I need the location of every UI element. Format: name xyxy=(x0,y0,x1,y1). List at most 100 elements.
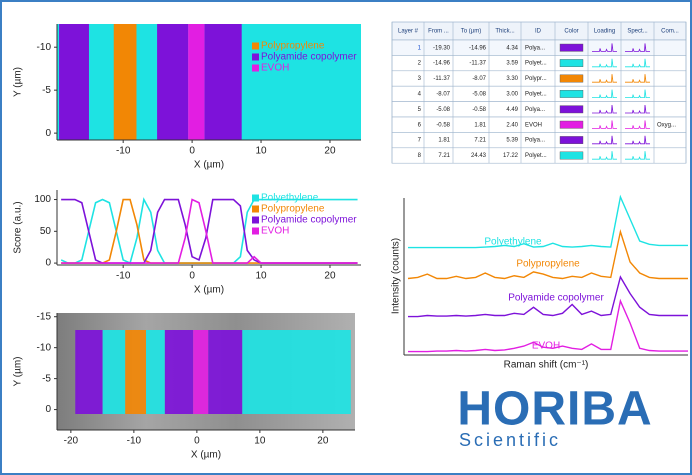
layer-stripe xyxy=(242,330,350,414)
column-header: Com... xyxy=(661,29,679,35)
table-cell: -0.58 xyxy=(436,122,450,128)
logo-name: HORIBA xyxy=(457,383,652,436)
spectrum-label: Polyethylene xyxy=(484,237,542,248)
layer-stripe xyxy=(157,24,188,140)
table-cell: -8.07 xyxy=(436,91,450,97)
table-cell: 2.40 xyxy=(506,122,518,128)
table-cell: Polya... xyxy=(525,107,545,113)
table-cell: -8.07 xyxy=(472,76,486,82)
logo-subtitle: Scientific xyxy=(459,430,561,450)
table-cell: -5.08 xyxy=(436,107,450,113)
table-cell: 17.22 xyxy=(503,153,519,159)
table-cell: -14.96 xyxy=(433,61,451,67)
legend-label: Polyamide copolymer xyxy=(261,52,357,63)
y-tick-label: -15 xyxy=(37,311,52,322)
table-cell: 1.81 xyxy=(474,122,486,128)
legend-label: EVOH xyxy=(261,63,289,74)
y-axis-label: Score (a.u.) xyxy=(13,201,24,253)
table-cell: Polya... xyxy=(525,45,545,51)
layer-stripe xyxy=(146,330,165,414)
color-swatch xyxy=(560,152,583,159)
table-cell: Polya... xyxy=(525,138,545,144)
x-tick-label: -10 xyxy=(127,436,142,447)
table-cell: -14.96 xyxy=(469,45,487,51)
x-tick-label: 0 xyxy=(194,436,200,447)
legend-label: EVOH xyxy=(261,226,289,237)
table-cell: -5.08 xyxy=(472,91,486,97)
table-cell: 5.39 xyxy=(506,138,518,144)
table-cell: Polypr... xyxy=(525,76,547,82)
layer-stripe xyxy=(205,24,242,140)
spectrum-label: Polyamide copolymer xyxy=(508,293,604,304)
spectrum-label: EVOH xyxy=(532,341,560,352)
table-cell: Oxyg... xyxy=(657,122,676,128)
color-swatch xyxy=(560,90,583,97)
table-cell: 7.21 xyxy=(438,153,450,159)
layer-stripe xyxy=(75,330,102,414)
x-tick-label: -20 xyxy=(64,436,79,447)
color-swatch xyxy=(560,136,583,143)
x-tick-label: 0 xyxy=(189,146,195,157)
x-tick-label: -10 xyxy=(116,146,131,157)
y-tick-label: 100 xyxy=(34,194,51,205)
x-axis-label: X (µm) xyxy=(194,285,224,296)
legend-label: Polyethylene xyxy=(261,193,319,204)
x-tick-label: 20 xyxy=(324,146,336,157)
x-tick-label: 20 xyxy=(317,436,329,447)
layer-stripe xyxy=(89,24,114,140)
table-cell: -11.37 xyxy=(469,61,486,67)
y-tick-label: -10 xyxy=(37,42,52,53)
y-tick-label: 0 xyxy=(45,258,51,269)
table-cell: Polyet... xyxy=(525,153,547,159)
legend-swatch xyxy=(252,206,259,213)
y-tick-label: 0 xyxy=(45,404,51,415)
y-tick-label: -5 xyxy=(42,373,51,384)
legend-label: Polypropylene xyxy=(261,41,325,52)
layer-stripe xyxy=(103,330,126,414)
layer-stripe xyxy=(165,330,193,414)
column-header: Loading xyxy=(594,29,615,35)
table-cell: Polyet... xyxy=(525,61,547,67)
x-axis-label: X (µm) xyxy=(194,160,224,171)
y-tick-label: 50 xyxy=(40,226,52,237)
y-tick-label: -5 xyxy=(42,85,51,96)
legend-swatch xyxy=(252,43,259,50)
column-header: From ... xyxy=(428,29,449,35)
column-header: Thick... xyxy=(495,29,515,35)
table-cell: EVOH xyxy=(525,122,542,128)
color-swatch xyxy=(560,121,583,128)
layer-stripe xyxy=(188,24,204,140)
x-tick-label: 10 xyxy=(255,271,267,282)
table-cell: 3.30 xyxy=(506,76,518,82)
table-cell: -19.30 xyxy=(433,45,451,51)
legend-swatch xyxy=(252,217,259,224)
table-cell: 4.49 xyxy=(506,107,518,113)
y-axis-label: Intensity (counts) xyxy=(391,238,402,314)
layer-stripe xyxy=(193,330,208,414)
x-tick-label: -10 xyxy=(116,271,131,282)
column-header: To (µm) xyxy=(461,29,481,35)
spectrum-label: Polypropylene xyxy=(516,259,580,270)
table-cell: 1.81 xyxy=(438,138,450,144)
table-cell: 7.21 xyxy=(474,138,486,144)
layer-stripe xyxy=(125,330,146,414)
y-axis-label: Y (µm) xyxy=(13,356,24,386)
table-cell: -0.58 xyxy=(472,107,486,113)
table-cell: 24.43 xyxy=(471,153,487,159)
color-swatch xyxy=(560,106,583,113)
legend-label: Polyamide copolymer xyxy=(261,215,357,226)
layer-stripe xyxy=(136,24,157,140)
x-tick-label: 10 xyxy=(254,436,266,447)
legend-swatch xyxy=(252,195,259,202)
color-swatch xyxy=(560,44,583,51)
color-swatch xyxy=(560,75,583,82)
column-header: Color xyxy=(564,29,578,35)
layer-stripe xyxy=(114,24,137,140)
column-header: Spect... xyxy=(627,29,648,35)
y-tick-label: 0 xyxy=(45,128,51,139)
column-header: Layer # xyxy=(398,29,419,35)
y-axis-label: Y (µm) xyxy=(13,67,24,97)
table-cell: -11.37 xyxy=(433,76,450,82)
legend-swatch xyxy=(252,228,259,235)
